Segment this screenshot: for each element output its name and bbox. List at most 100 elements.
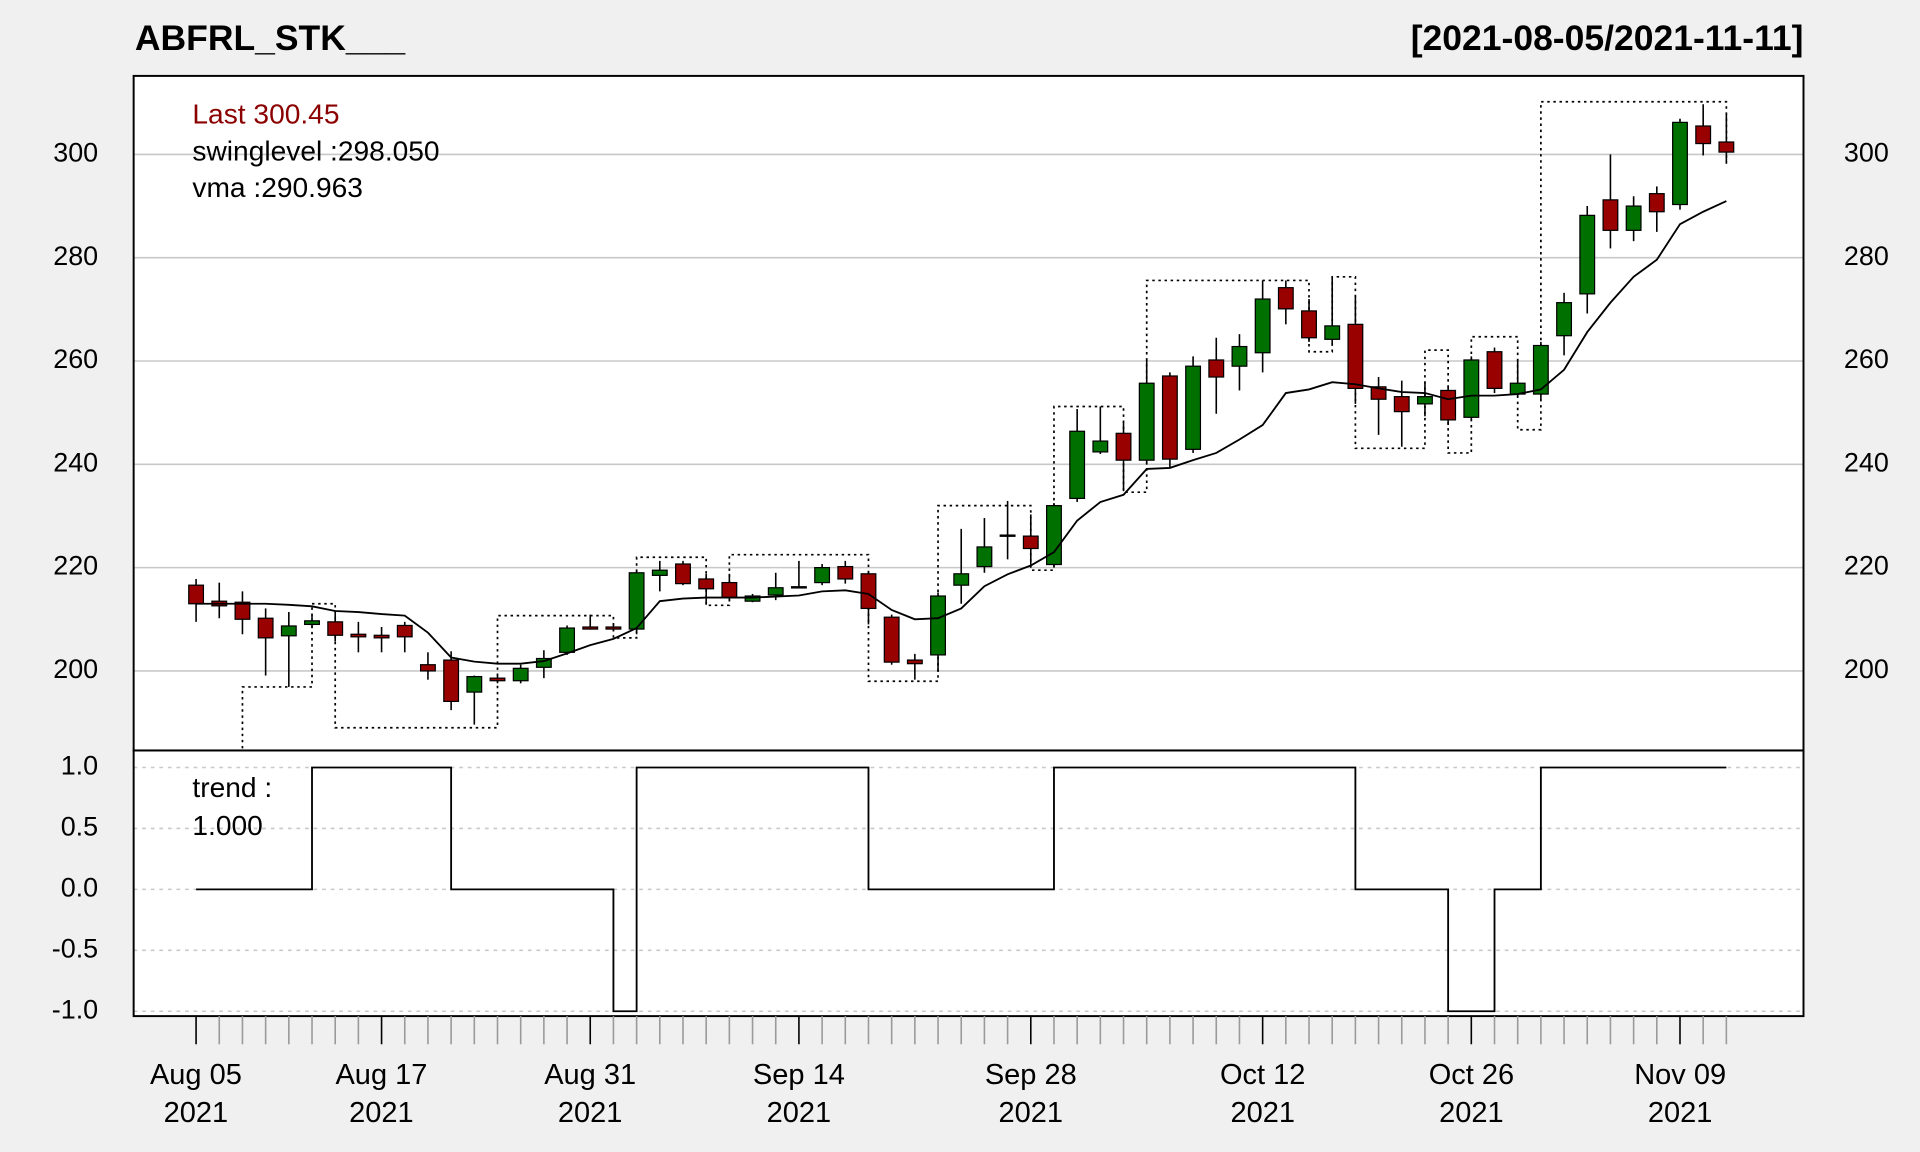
y-tick-label: -1.0 (52, 994, 98, 1024)
candle-body (1393, 396, 1410, 413)
candle-body (443, 659, 460, 702)
y-tick-label: 260 (53, 344, 98, 374)
chart-title: ABFRL_STK___ (135, 18, 407, 58)
candle-body (1161, 375, 1178, 460)
candle-body (953, 573, 970, 586)
candle-body (837, 565, 854, 580)
candle-body (1347, 323, 1364, 389)
candle-body (1440, 389, 1457, 421)
candle-body (976, 546, 993, 568)
trend-panel-frame (132, 749, 1805, 1018)
candle-body (1532, 344, 1549, 395)
candle-body (1092, 440, 1109, 453)
candle-body (1046, 505, 1062, 566)
candle-body (1648, 193, 1665, 213)
plot-background (133, 75, 1804, 1017)
candle-body (1277, 287, 1294, 310)
y-tick-label: 220 (53, 551, 98, 581)
candle-body (1022, 535, 1039, 550)
candle-body (1370, 386, 1387, 400)
date-range: [2021-08-05/2021-11-11] (1411, 18, 1804, 58)
candle-body (1579, 214, 1596, 295)
candle-body (651, 569, 668, 576)
y-tick-label-right: 280 (1844, 241, 1889, 271)
y-tick-label: 0.5 (61, 812, 98, 842)
candle-body (721, 581, 738, 599)
candle-body (814, 566, 831, 584)
y-tick-label-right: 220 (1844, 551, 1889, 581)
y-tick-label: 300 (53, 138, 98, 168)
candle-body (999, 534, 1016, 537)
x-tick-label: Oct 12 2021 (1219, 1058, 1306, 1129)
candle-body (512, 667, 529, 682)
candle-body (1718, 141, 1735, 153)
y-tick-label: -0.5 (52, 933, 98, 963)
candle-body (906, 659, 923, 665)
candle-body (1324, 325, 1341, 340)
x-tick-label: Aug 05 2021 (149, 1058, 242, 1129)
trend-line (196, 766, 1727, 1013)
candle-body (188, 584, 205, 605)
candle-body (1208, 359, 1225, 378)
candle-body (582, 626, 599, 630)
legend-entry: swinglevel :298.050 (192, 135, 439, 166)
y-tick-label-right: 300 (1844, 138, 1889, 168)
legend-entry: trend : (192, 772, 272, 803)
candle-body (535, 657, 552, 668)
candle-body (1672, 121, 1688, 206)
y-tick-label-right: 240 (1844, 447, 1889, 477)
candle-body (1486, 351, 1503, 389)
last-label: Last 300.45 (192, 99, 339, 130)
candle-body (1138, 382, 1155, 461)
candle-body (350, 633, 367, 638)
x-tick-label: Aug 17 2021 (335, 1058, 428, 1129)
candle-body (790, 586, 807, 589)
candle-body (1115, 432, 1132, 461)
candle-body (373, 634, 390, 639)
candle-body (1625, 205, 1642, 231)
candle-body (698, 578, 715, 590)
candle-body (767, 587, 784, 596)
candle-body (1301, 310, 1317, 339)
candle-body (860, 573, 877, 610)
y-tick-label: 1.0 (61, 751, 98, 781)
candle-body (1602, 199, 1619, 231)
candle-body (1185, 365, 1202, 450)
candle-body (1069, 430, 1086, 500)
x-tick-label: Oct 26 2021 (1428, 1058, 1515, 1129)
legend-entry: vma :290.963 (192, 172, 363, 203)
x-tick-label: Sep 28 2021 (984, 1058, 1077, 1129)
candle-body (466, 675, 483, 693)
candle-body (559, 627, 576, 653)
x-tick-label: Aug 31 2021 (544, 1058, 637, 1129)
candle-body (304, 620, 320, 626)
y-tick-label: 280 (53, 241, 98, 271)
y-tick-label: 200 (53, 654, 98, 684)
y-tick-label: 0.0 (61, 872, 98, 902)
legend-value: 1.000 (192, 810, 262, 841)
candle-body (280, 625, 297, 637)
y-tick-label-right: 260 (1844, 344, 1889, 374)
y-tick-label-right: 200 (1844, 654, 1889, 684)
candle-body (1556, 302, 1573, 337)
candle-body (327, 621, 344, 636)
candle-body (1416, 396, 1433, 405)
candle-body (396, 624, 413, 638)
candle-body (234, 601, 251, 620)
candle-body (1254, 298, 1271, 354)
candle-body (744, 595, 761, 602)
y-tick-label: 240 (53, 447, 98, 477)
vma-line (196, 200, 1727, 665)
candle-body (1695, 125, 1712, 145)
candle-body (628, 572, 645, 630)
candle-body (489, 677, 506, 682)
candle-body (605, 626, 622, 630)
candle-body (883, 616, 900, 663)
candle-body (419, 664, 436, 672)
candle-body (930, 595, 946, 656)
candle-body (257, 617, 274, 639)
x-tick-label: Nov 09 2021 (1634, 1058, 1727, 1129)
candle-body (1231, 345, 1248, 367)
